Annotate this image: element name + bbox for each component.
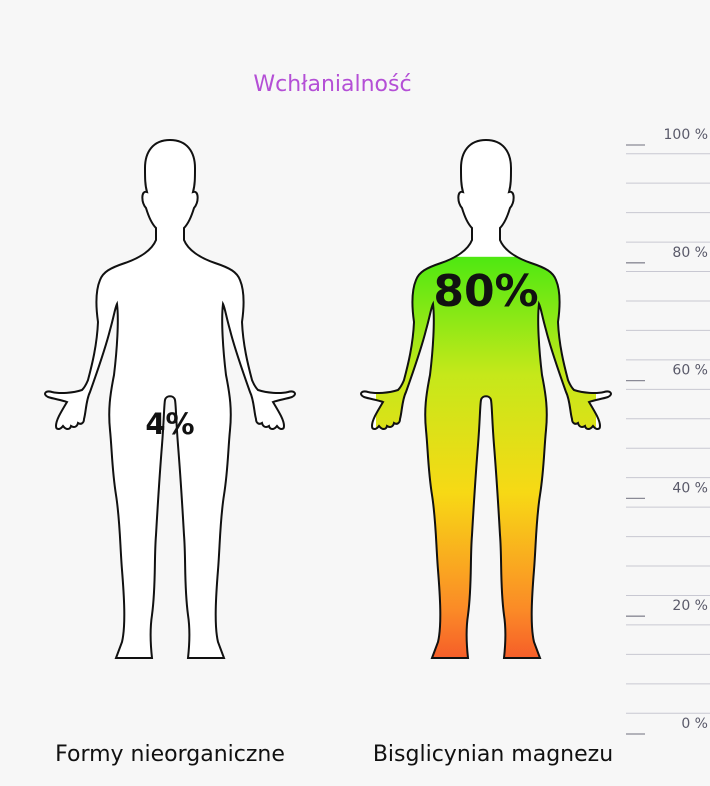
category-label-inorganic: Formy nieorganiczne [55, 742, 285, 767]
tick-label: 40 % [672, 480, 708, 496]
tick-label: 60 % [672, 363, 708, 379]
fill-bar-bisglycinate [376, 256, 596, 658]
tick-label: 80 % [672, 245, 708, 261]
y-axis-scale: 100 % 80 % 60 % 40 % 20 % 0 % [626, 127, 710, 735]
fill-bar-inorganic [60, 704, 280, 728]
body-figure-bisglycinate [360, 139, 612, 659]
chart-title: Wchłanialność [253, 72, 412, 97]
tick-label: 0 % [681, 716, 708, 732]
data-label-bisglycinate: 80% [433, 266, 538, 317]
tick-label: 100 % [664, 127, 708, 143]
tick-label: 20 % [672, 598, 708, 614]
category-label-bisglycinate: Bisglicynian magnezu [372, 742, 614, 767]
data-label-inorganic: 4% [145, 407, 194, 441]
